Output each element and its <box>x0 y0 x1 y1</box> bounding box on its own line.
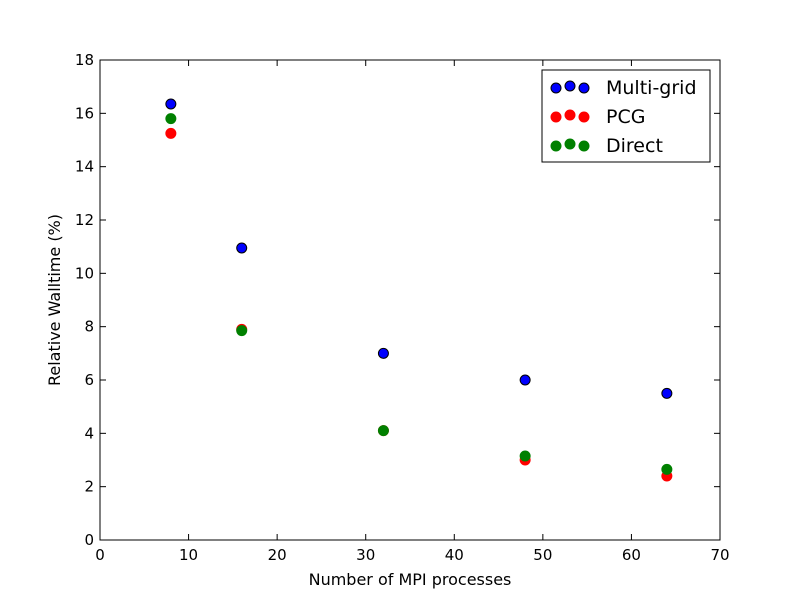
x-tick-label: 0 <box>95 546 105 564</box>
data-point <box>165 98 177 110</box>
y-tick-label: 16 <box>75 104 94 122</box>
data-point <box>236 325 248 337</box>
legend-marker <box>564 80 576 92</box>
legend-marker <box>578 111 590 123</box>
x-tick-label: 60 <box>622 546 641 564</box>
legend-marker <box>550 82 562 94</box>
y-tick-label: 10 <box>75 264 94 282</box>
data-point <box>519 450 531 462</box>
x-axis-label: Number of MPI processes <box>309 570 512 589</box>
x-tick-label: 30 <box>356 546 375 564</box>
y-tick-label: 18 <box>75 51 94 69</box>
y-tick-label: 8 <box>84 318 94 336</box>
data-point <box>661 463 673 475</box>
data-point <box>377 347 389 359</box>
x-tick-label: 40 <box>445 546 464 564</box>
data-point <box>165 113 177 125</box>
y-tick-label: 2 <box>84 478 94 496</box>
legend-label: Direct <box>606 135 663 157</box>
y-axis-label: Relative Walltime (%) <box>45 214 64 386</box>
data-point <box>236 242 248 254</box>
data-point <box>165 127 177 139</box>
data-point <box>377 425 389 437</box>
y-tick-label: 14 <box>75 158 94 176</box>
legend-marker <box>578 82 590 94</box>
x-tick-label: 10 <box>179 546 198 564</box>
y-tick-label: 12 <box>75 211 94 229</box>
legend-marker <box>578 140 590 152</box>
legend-marker <box>550 111 562 123</box>
y-tick-label: 6 <box>84 371 94 389</box>
legend-label: Multi-grid <box>606 77 697 99</box>
data-point <box>661 387 673 399</box>
legend: Multi-grid PCG Direct <box>541 69 711 163</box>
legend-label: PCG <box>606 106 645 128</box>
x-tick-label: 50 <box>533 546 552 564</box>
axis-ticks: 0 10 20 30 40 50 60 70 0 2 4 6 8 10 12 14 16 18 <box>75 51 730 564</box>
x-tick-label: 20 <box>268 546 287 564</box>
data-points <box>165 98 673 482</box>
legend-marker <box>564 138 576 150</box>
legend-marker <box>564 109 576 121</box>
data-point <box>519 374 531 386</box>
legend-items: Multi-grid PCG Direct <box>550 77 697 157</box>
x-tick-label: 70 <box>710 546 729 564</box>
y-tick-label: 4 <box>84 424 94 442</box>
plot-frame <box>99 59 721 541</box>
y-tick-label: 0 <box>84 531 94 549</box>
legend-marker <box>550 140 562 152</box>
